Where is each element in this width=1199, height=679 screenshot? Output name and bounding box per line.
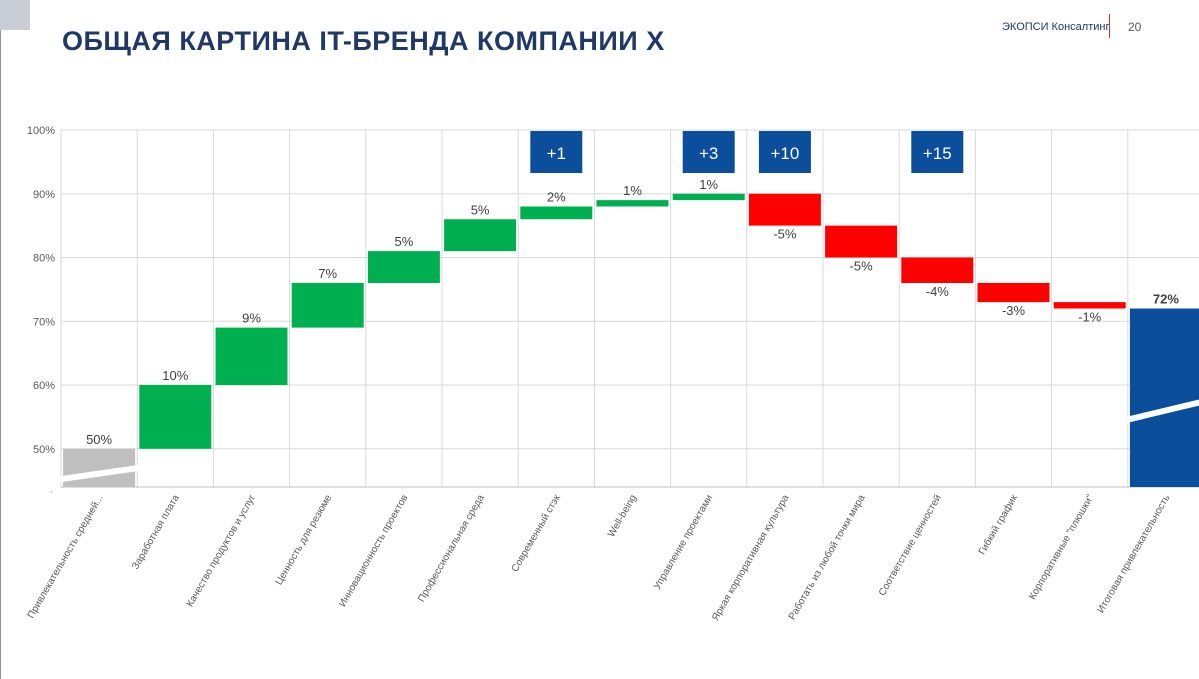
- change-badge: [682, 131, 735, 173]
- category-label: Привлекательность средней...: [26, 493, 106, 621]
- category-label: Работать из любой точки мира: [786, 492, 868, 622]
- change-badge-label: +1: [547, 144, 566, 163]
- data-label: 1%: [699, 177, 718, 192]
- data-label: 10%: [162, 368, 188, 383]
- bar-down: [1053, 302, 1126, 309]
- category-label: Соответствие ценностей: [877, 493, 944, 598]
- data-label: 2%: [547, 190, 566, 205]
- data-label: 7%: [318, 266, 337, 281]
- change-badge-label: +10: [770, 144, 799, 163]
- brand-name: ЭКОПСИ Консалтинг: [1002, 21, 1110, 33]
- data-label: 9%: [242, 311, 261, 326]
- category-label: Качество продуктов и услуг: [185, 493, 258, 609]
- category-label: Well-being: [606, 493, 639, 539]
- bar-up: [672, 193, 745, 201]
- y-tick-label: 70%: [33, 316, 55, 328]
- change-badge: [758, 131, 811, 173]
- bar-down: [901, 257, 974, 283]
- y-tick-label: 100%: [27, 125, 55, 137]
- category-label: Современный стэк: [510, 492, 563, 574]
- bar-up: [215, 327, 288, 385]
- data-label: 50%: [86, 432, 112, 447]
- bar-down: [748, 193, 821, 226]
- bar-down: [825, 225, 898, 258]
- category-label: Яркая корпоративная культура: [710, 493, 792, 623]
- bar-up: [596, 200, 669, 207]
- slide-left-border: [0, 30, 1, 679]
- category-label: Профессиональная среда: [415, 492, 487, 604]
- bar-up: [520, 206, 593, 220]
- axis-start-tick: .: [50, 484, 53, 494]
- data-label: -3%: [1002, 303, 1026, 318]
- category-label: Итоговая привлекательность: [1096, 493, 1173, 615]
- data-label: 5%: [471, 202, 490, 217]
- axis-break-mark: [58, 464, 140, 483]
- category-label: Управление проектами: [652, 493, 715, 592]
- data-label: -5%: [850, 259, 874, 274]
- data-label: 1%: [623, 183, 642, 198]
- data-label: -4%: [926, 284, 950, 299]
- slide-corner-decoration: [0, 0, 30, 30]
- y-tick-label: 90%: [33, 189, 55, 201]
- y-tick-label: 80%: [33, 253, 55, 265]
- bar-up: [367, 251, 440, 283]
- page-title: ОБЩАЯ КАРТИНА IT-БРЕНДА КОМПАНИИ X: [62, 26, 665, 56]
- category-label: Корпоративные "плюшки": [1027, 493, 1096, 602]
- bar-up: [291, 283, 364, 328]
- data-label: 5%: [395, 234, 414, 249]
- category-label: Инновационность проектов: [337, 493, 410, 609]
- page-number: 20: [1128, 20, 1142, 34]
- header-separator: [1109, 14, 1110, 38]
- axis-break-mark: [1125, 399, 1199, 423]
- data-label: -5%: [773, 227, 797, 242]
- category-label: Гибкий график: [976, 492, 1020, 557]
- category-label: Заработная плата: [129, 492, 182, 571]
- bar-up: [444, 219, 517, 252]
- change-badge: [911, 131, 964, 173]
- data-label: -1%: [1078, 310, 1102, 325]
- bar-up: [139, 385, 212, 449]
- change-badge: [530, 131, 583, 173]
- category-label: Ценность для резюме: [274, 493, 335, 587]
- bar-total: [1129, 308, 1199, 487]
- change-badge-label: +15: [923, 144, 952, 163]
- change-badge-label: +3: [699, 144, 718, 163]
- y-tick-label: 60%: [33, 380, 55, 392]
- bar-down: [977, 283, 1050, 303]
- data-label: 72%: [1153, 292, 1179, 307]
- y-tick-label: 50%: [33, 444, 55, 456]
